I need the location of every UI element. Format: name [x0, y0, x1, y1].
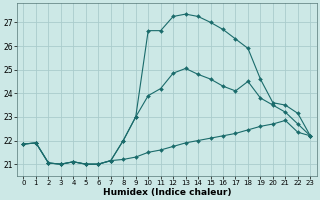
X-axis label: Humidex (Indice chaleur): Humidex (Indice chaleur) [103, 188, 231, 197]
